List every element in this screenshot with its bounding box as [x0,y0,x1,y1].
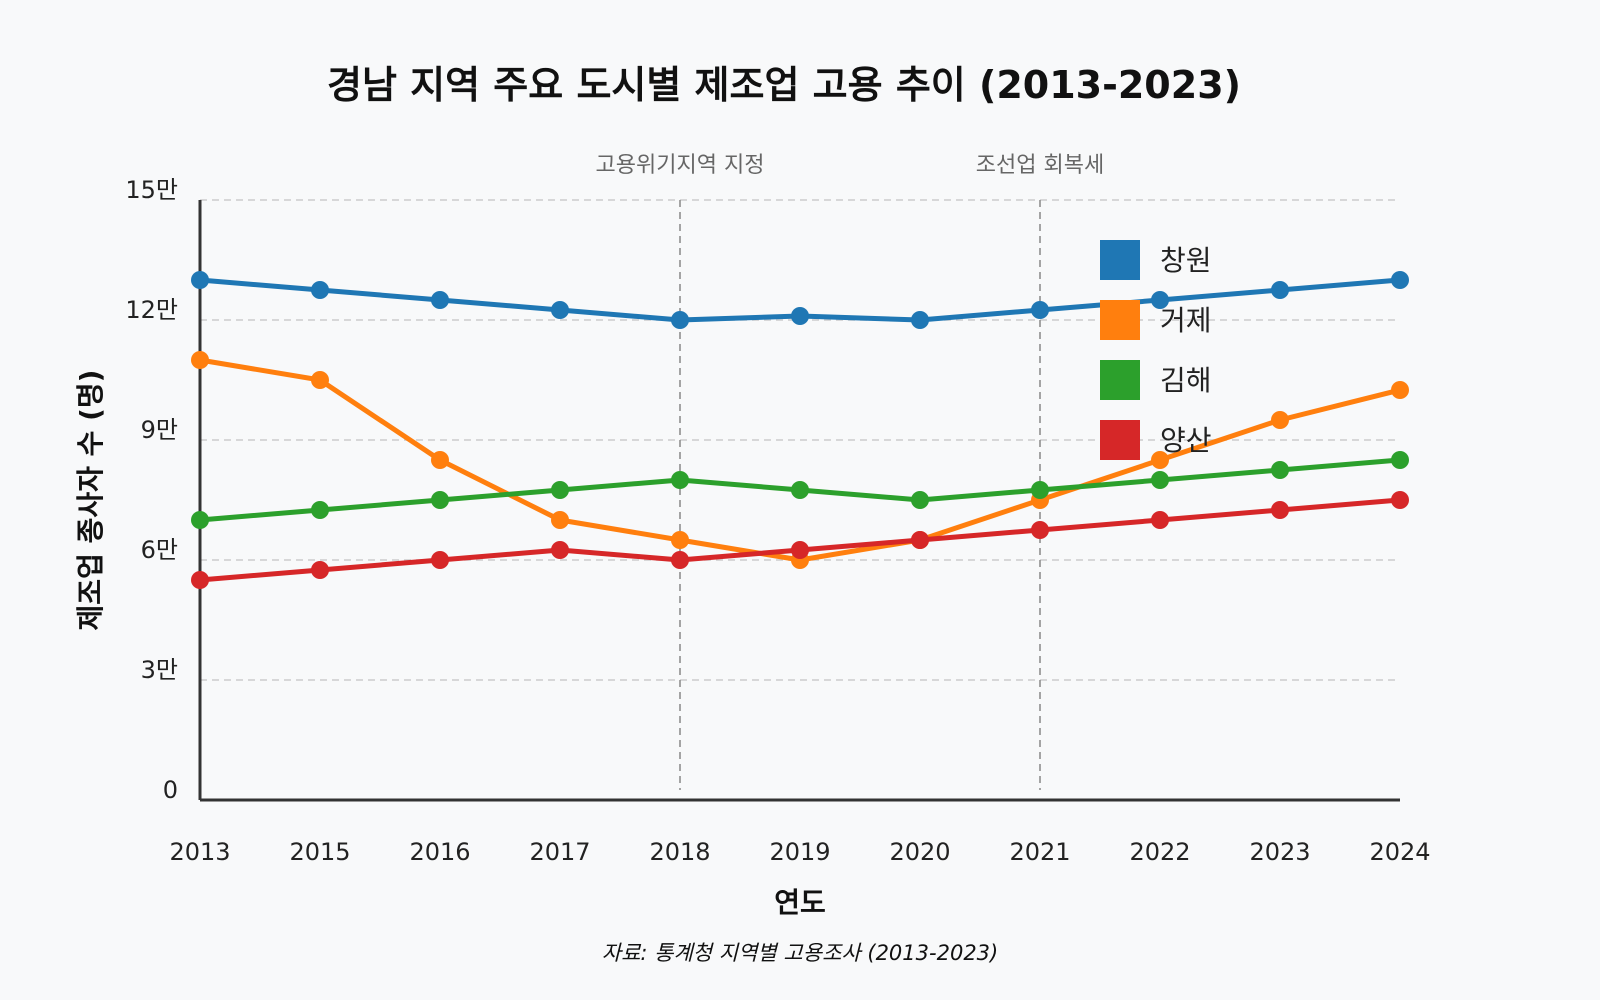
data-point [191,511,209,529]
y-tick-label: 0 [163,776,178,804]
x-axis-title: 연도 [774,886,826,919]
data-point [311,561,329,579]
legend-swatch [1100,360,1140,400]
data-point [1031,521,1049,539]
y-axis-title: 제조업 종사자 수 (명) [74,370,107,631]
data-point [671,311,689,329]
legend-label: 창원 [1160,244,1212,277]
data-point [671,471,689,489]
data-point [1031,301,1049,319]
data-point [431,451,449,469]
legend-swatch [1100,240,1140,280]
data-point [911,531,929,549]
axes [198,200,1400,802]
data-point [191,271,209,289]
data-point [791,541,809,559]
x-tick-label: 2023 [1249,838,1310,866]
chart-title: 경남 지역 주요 도시별 제조업 고용 추이 (2013-2023) [327,63,1241,107]
x-tick-labels: 2013 2015 2016 2017 2018 2019 2020 2021 2022 2023… [169,838,1430,866]
data-point [1271,411,1289,429]
data-point [551,511,569,529]
data-point [1151,291,1169,309]
data-point [311,371,329,389]
series-김해 [191,451,1409,529]
data-point [551,481,569,499]
data-point [1151,451,1169,469]
data-point [791,307,809,325]
series-거제 [191,351,1409,569]
x-tick-label: 2022 [1129,838,1190,866]
data-point [671,531,689,549]
x-tick-label: 2017 [529,838,590,866]
legend-swatch [1100,420,1140,460]
y-tick-label: 6만 [141,536,178,564]
data-point [1151,471,1169,489]
y-tick-label: 9만 [141,416,178,444]
data-point [791,481,809,499]
data-point [911,491,929,509]
series [191,271,1409,589]
series-양산 [191,491,1409,589]
data-point [431,551,449,569]
data-point [1031,481,1049,499]
series-line [199,357,1401,563]
x-tick-label: 2020 [889,838,950,866]
data-point [1271,461,1289,479]
x-tick-label: 2015 [289,838,350,866]
y-tick-label: 12만 [125,296,178,324]
data-point [431,291,449,309]
y-tick-labels: 0 3만 6만 9만 12만 15만 [125,176,178,804]
data-point [191,571,209,589]
data-point [1391,271,1409,289]
data-point [1391,451,1409,469]
data-point [671,551,689,569]
x-tick-label: 2019 [769,838,830,866]
data-point [191,351,209,369]
data-point [431,491,449,509]
x-tick-label: 2013 [169,838,230,866]
data-point [311,501,329,519]
data-point [1151,511,1169,529]
data-point [1271,281,1289,299]
x-tick-label: 2018 [649,838,710,866]
x-tick-label: 2021 [1009,838,1070,866]
y-tick-label: 15만 [125,176,178,204]
legend-swatch [1100,300,1140,340]
annotation-label: 고용위기지역 지정 [596,153,765,178]
y-tick-label: 3만 [141,656,178,684]
source-note: 자료: 통계청 지역별 고용조사 (2013-2023) [602,941,998,965]
data-point [911,311,929,329]
data-point [551,301,569,319]
data-point [1391,491,1409,509]
annotation-label: 조선업 회복세 [976,153,1104,178]
data-point [551,541,569,559]
annotations: 고용위기지역 지정 조선업 회복세 [596,153,1104,790]
legend-label: 양산 [1160,424,1212,457]
legend-label: 거제 [1160,304,1212,337]
data-point [1271,501,1289,519]
series-창원 [191,271,1409,329]
data-point [311,281,329,299]
data-point [1391,381,1409,399]
legend-label: 김해 [1160,364,1212,397]
x-tick-label: 2016 [409,838,470,866]
x-tick-label: 2024 [1369,838,1430,866]
